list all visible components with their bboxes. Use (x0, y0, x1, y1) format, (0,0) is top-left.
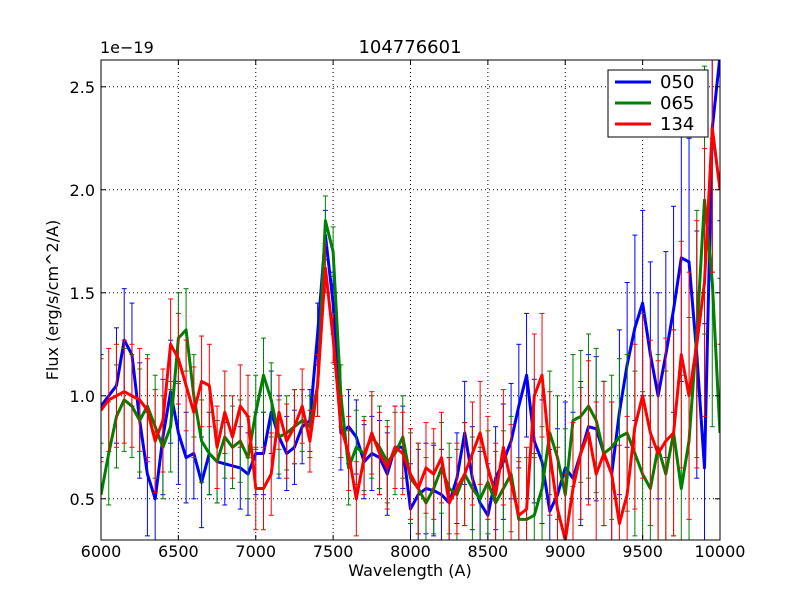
series-134 (101, 60, 720, 540)
x-tick-label: 9000 (545, 542, 586, 561)
x-tick-label: 9500 (622, 542, 663, 561)
y-offset-label: 1e−19 (100, 38, 154, 57)
x-tick-label: 7500 (313, 542, 354, 561)
series-line-134 (101, 126, 720, 540)
x-tick-label: 8000 (390, 542, 431, 561)
y-tick-label: 1.5 (70, 284, 95, 303)
x-tick-label: 6500 (158, 542, 199, 561)
x-tick-label: 7000 (235, 542, 276, 561)
y-tick-label: 1.0 (70, 387, 95, 406)
y-tick-label: 0.5 (70, 490, 95, 509)
x-tick-label: 10000 (695, 542, 746, 561)
ticks: 6000 6500 7000 7500 8000 8500 9000 9500 10000 0.5… (70, 60, 746, 561)
series-layer (101, 60, 720, 540)
chart-title: 104776601 (358, 37, 461, 58)
x-axis-label: Wavelength (A) (348, 561, 471, 580)
x-tick-label: 6000 (81, 542, 122, 561)
y-tick-label: 2.0 (70, 181, 95, 200)
y-axis-label: Flux (erg/s/cm^2/A) (43, 220, 62, 381)
y-tick-label: 2.5 (70, 78, 95, 97)
legend-label-065: 065 (660, 93, 694, 114)
legend-label-134: 134 (660, 114, 694, 135)
x-tick-label: 8500 (468, 542, 509, 561)
legend-label-050: 050 (660, 72, 694, 93)
